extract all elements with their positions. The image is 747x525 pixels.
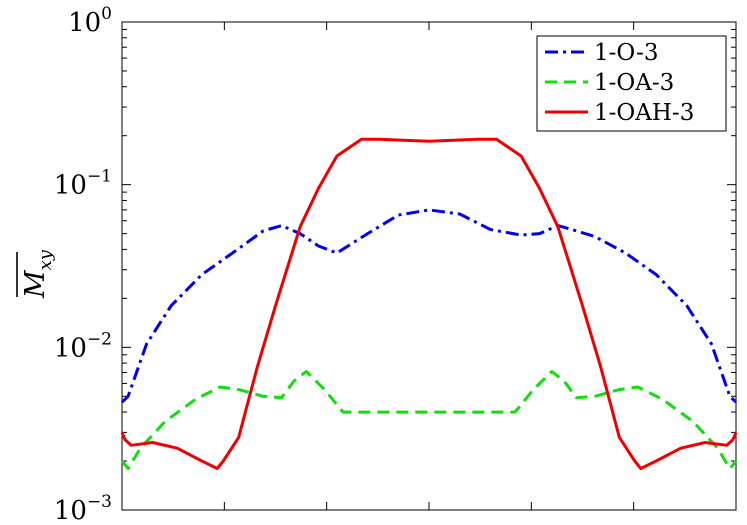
y-tick-label: 100 [68, 4, 112, 38]
y-axis-label-subscript: xy [35, 249, 56, 270]
y-tick-label-base: 10 [68, 8, 101, 38]
legend-label: 1-OA-3 [594, 70, 674, 96]
y-tick-label-exponent: −3 [87, 492, 112, 512]
y-tick-label-base: 10 [54, 496, 87, 520]
y-tick-label: 10−1 [54, 167, 112, 201]
legend-label: 1-O-3 [594, 40, 659, 66]
y-tick-label: 10−2 [54, 329, 112, 363]
y-tick-label-base: 10 [54, 171, 87, 201]
y-tick-label: 10−3 [54, 492, 112, 520]
series-line-1 [120, 208, 738, 404]
series-layer [120, 137, 738, 470]
legend-label: 1-OAH-3 [594, 100, 694, 126]
y-tick-label-exponent: −2 [87, 329, 112, 349]
y-axis-label-text: Mxy [20, 249, 56, 299]
legend: 1-O-3 1-OA-3 1-OAH-3 [536, 35, 727, 132]
y-tick-label-base: 10 [54, 333, 87, 363]
series-line-2 [120, 370, 738, 470]
series-line-3 [120, 137, 738, 470]
y-axis-label: Mxy [16, 249, 56, 299]
y-axis-label-main: M [20, 269, 51, 299]
y-tick-label-exponent: −1 [87, 167, 112, 187]
y-tick-label-exponent: 0 [101, 4, 112, 24]
